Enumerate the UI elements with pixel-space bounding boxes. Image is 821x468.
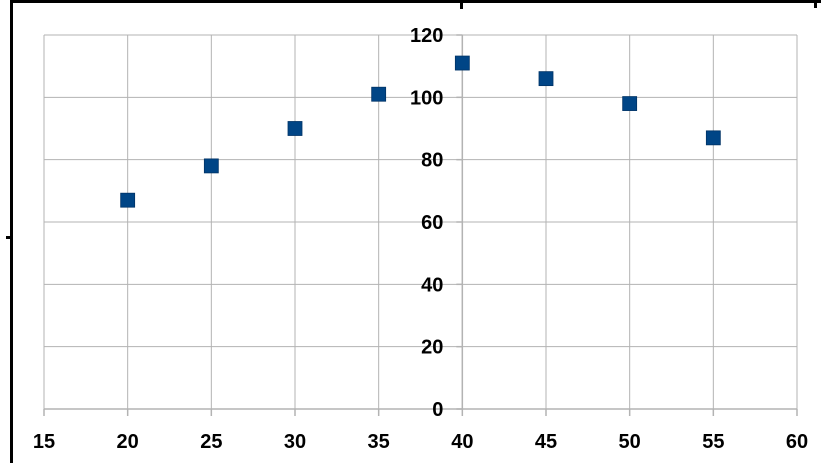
x-tick-label: 45 [535, 431, 557, 453]
x-tick-label: 40 [451, 431, 473, 453]
data-point-marker [454, 55, 470, 71]
frame-top-tick [460, 3, 463, 9]
tick-labels: 15 20 25 30 35 40 45 50 55 60 0 20 40 60 80 100 120 [33, 25, 808, 453]
x-tick-label: 25 [200, 431, 222, 453]
x-tick-label: 50 [619, 431, 641, 453]
data-point-marker [287, 121, 303, 136]
y-tick-label: 0 [432, 399, 443, 421]
x-tick-label: 30 [284, 431, 306, 453]
data-markers [120, 55, 721, 208]
x-tick-label: 20 [117, 431, 139, 453]
data-point-marker [538, 71, 554, 87]
y-tick-label: 40 [421, 274, 443, 296]
y-tick-label: 60 [421, 212, 443, 234]
y-tick-label: 100 [410, 87, 443, 109]
y-tick-label: 20 [421, 337, 443, 359]
frame-top-edge [10, 0, 821, 3]
x-tick-label: 35 [368, 431, 390, 453]
y-tick-label: 120 [410, 25, 443, 47]
frame-left-tick [6, 236, 10, 239]
data-point-marker [371, 86, 387, 102]
x-tick-label: 55 [702, 431, 724, 453]
y-tick-label: 80 [421, 150, 443, 172]
data-point-marker [120, 192, 136, 208]
axes [43, 34, 798, 416]
data-point-marker [705, 130, 721, 146]
x-tick-label: 60 [786, 431, 808, 453]
frame-top-right-edge [814, 0, 817, 8]
x-tick-label: 15 [33, 431, 55, 453]
data-point-marker [622, 96, 638, 111]
data-point-marker [203, 158, 219, 174]
frame-left-edge [10, 0, 13, 463]
